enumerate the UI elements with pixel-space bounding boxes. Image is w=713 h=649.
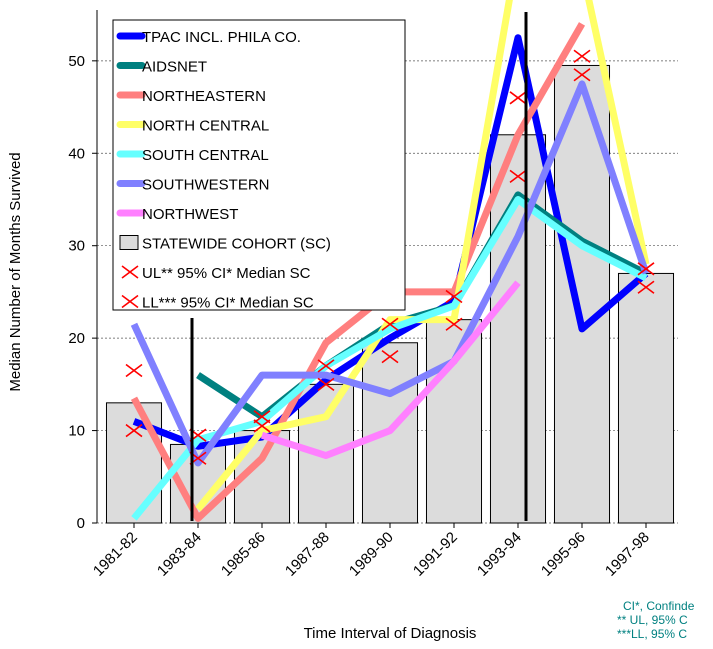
ci-marker xyxy=(125,423,143,438)
x-tick-label: 1987-88 xyxy=(282,529,333,580)
x-tick-label: 1985-86 xyxy=(218,529,269,580)
series-line xyxy=(260,280,521,460)
x-tick-label: 1989-90 xyxy=(346,529,397,580)
ci-marker xyxy=(125,363,143,378)
legend-label: TPAC INCL. PHILA CO. xyxy=(142,29,301,46)
ci-marker xyxy=(573,49,591,63)
series-line xyxy=(130,80,650,467)
y-tick-label: 40 xyxy=(68,145,85,162)
note: ** UL, 95% C xyxy=(617,613,688,627)
x-tick-label: 1983-84 xyxy=(154,529,205,580)
ci-marker xyxy=(253,410,271,424)
ci-marker xyxy=(381,317,399,331)
y-tick-label: 0 xyxy=(77,515,85,532)
y-tick-label: 30 xyxy=(68,238,85,255)
y-tick-label: 20 xyxy=(68,330,85,347)
legend-box xyxy=(112,19,406,311)
bar xyxy=(617,272,675,524)
x-axis-label: Time Interval of Diagnosis xyxy=(304,625,477,642)
legend-swatch xyxy=(119,235,139,250)
note: ***LL, 95% C xyxy=(617,627,687,641)
bar xyxy=(105,402,163,524)
x-tick-label: 1991-92 xyxy=(410,529,461,580)
legend-label: NORTH CENTRAL xyxy=(142,118,269,135)
legend-label: NORTHEASTERN xyxy=(142,88,266,105)
ci-marker xyxy=(381,349,399,364)
bar xyxy=(553,64,611,524)
ci-marker xyxy=(509,169,527,184)
ci-marker xyxy=(445,317,463,331)
x-tick-label: 1981-82 xyxy=(90,529,141,580)
series-line xyxy=(130,22,586,522)
x-tick-label: 1995-96 xyxy=(538,529,589,580)
y-tick-label: 10 xyxy=(68,423,85,440)
legend-label: AIDSNET xyxy=(142,59,207,76)
legend-swatch xyxy=(121,265,139,279)
note: CI*, Confinde xyxy=(623,599,695,613)
legend-label: LL*** 95% CI* Median SC xyxy=(142,295,314,312)
legend-label: SOUTHWESTERN xyxy=(142,177,270,194)
x-tick-label: 1993-94 xyxy=(474,529,525,580)
y-axis-label: Median Number of Months Survived xyxy=(7,152,24,391)
x-tick-label: 1997-98 xyxy=(602,529,653,580)
ci-marker xyxy=(637,280,655,294)
legend-label: SOUTH CENTRAL xyxy=(142,147,269,164)
ci-marker xyxy=(509,91,527,105)
legend-swatch xyxy=(121,294,139,309)
bar xyxy=(425,319,483,524)
legend-label: NORTHWEST xyxy=(142,206,238,223)
ci-marker xyxy=(573,68,591,82)
ci-marker xyxy=(317,377,335,391)
ci-marker xyxy=(253,419,271,433)
y-tick-label: 50 xyxy=(68,53,85,70)
ci-marker xyxy=(445,289,463,304)
ci-marker xyxy=(637,262,655,276)
legend-label: STATEWIDE COHORT (SC) xyxy=(142,236,331,253)
legend-label: UL** 95% CI* Median SC xyxy=(142,265,311,282)
ci-marker xyxy=(317,359,335,373)
